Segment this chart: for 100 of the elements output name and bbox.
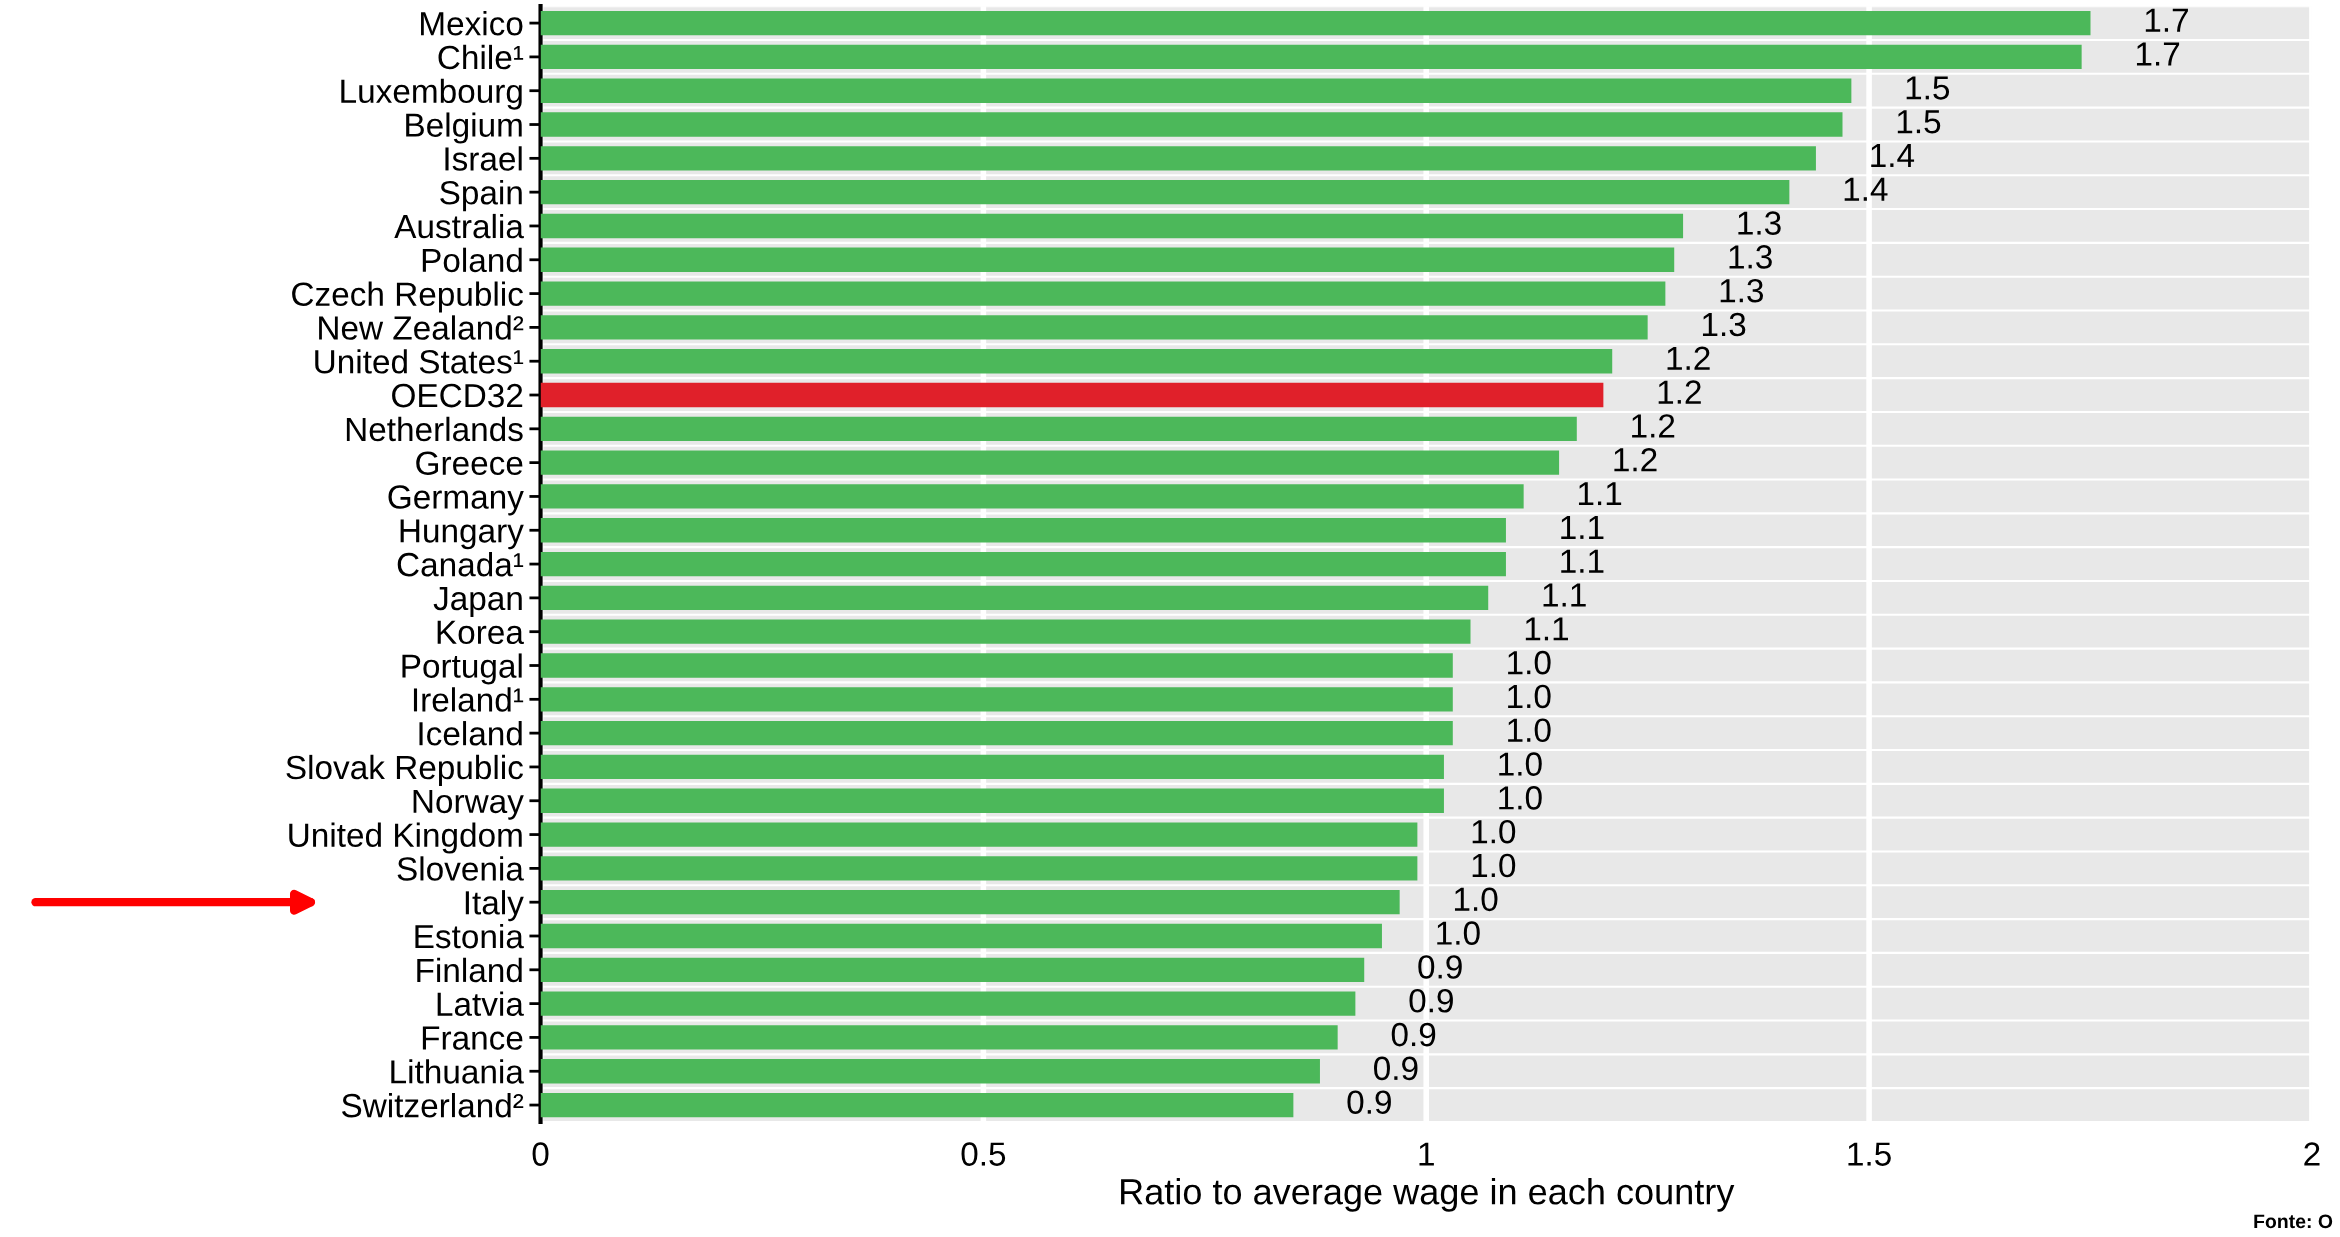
bar	[540, 518, 1506, 543]
y-tick-label: Lithuania	[391, 1059, 524, 1084]
y-tick-label: Estonia	[415, 923, 524, 949]
data-label: 1.7	[2145, 8, 2188, 32]
bar	[540, 213, 1684, 239]
bar	[540, 754, 1444, 780]
bar	[540, 315, 1648, 340]
data-label: 1.2	[1667, 346, 1710, 370]
bar	[540, 349, 1613, 374]
bar	[540, 1059, 1320, 1084]
data-label: 0.9	[1347, 1090, 1391, 1114]
data-label: 1.2	[1658, 380, 1701, 404]
data-label: 1.1	[1578, 482, 1622, 506]
bar	[540, 44, 2082, 70]
source-note: Fonte: O	[2254, 1214, 2333, 1229]
x-tick-label: 0	[532, 1142, 549, 1166]
data-label: 1.0	[1508, 650, 1551, 675]
bar	[540, 890, 1400, 915]
y-tick-label: Poland	[422, 247, 522, 273]
data-label: 0.9	[1409, 988, 1453, 1013]
bar	[540, 585, 1489, 611]
y-tick-label: United Kingdom	[289, 822, 522, 854]
y-tick-label: Chile¹	[438, 44, 524, 70]
data-label: 1.1	[1561, 549, 1604, 573]
data-label: 1.3	[1720, 278, 1764, 303]
bar	[540, 822, 1418, 847]
data-label: 0.9	[1418, 955, 1462, 979]
bar	[540, 247, 1675, 272]
data-label: 0.9	[1374, 1056, 1418, 1081]
y-tick-label: Germany	[388, 485, 524, 516]
y-tick-label: Spain	[440, 180, 522, 212]
data-label: 1.5	[1897, 110, 1941, 134]
x-tick-label: 0.5	[961, 1142, 1006, 1166]
bar	[540, 450, 1560, 475]
y-tick-label: Iceland	[419, 721, 522, 746]
y-tick-label: New Zealand²	[319, 315, 524, 340]
bar	[540, 1025, 1338, 1050]
data-label: 1.1	[1561, 515, 1604, 539]
y-tick-label: Portugal	[402, 653, 522, 685]
x-tick-label: 2	[2304, 1142, 2320, 1166]
bar	[540, 653, 1453, 678]
bar	[540, 687, 1453, 712]
bar	[540, 382, 1604, 408]
data-label: 1.7	[2136, 42, 2180, 66]
data-label: 1.0	[1508, 684, 1551, 709]
bar	[540, 78, 1852, 103]
y-tick-label: Korea	[437, 620, 524, 645]
x-tick-label: 1.5	[1848, 1142, 1891, 1166]
y-tick-label: Italy	[465, 890, 524, 922]
bar	[540, 484, 1524, 509]
y-tick-label: Luxembourg	[341, 78, 522, 110]
data-label: 1.4	[1871, 144, 1915, 167]
y-tick-label: Norway	[413, 789, 524, 820]
bar	[540, 146, 1816, 171]
data-label: 1.0	[1472, 819, 1516, 844]
data-label: 1.0	[1499, 752, 1542, 776]
y-tick-label: Czech Republic	[292, 281, 523, 313]
y-tick-label: Finland	[417, 957, 522, 983]
y-tick-label: Slovenia	[397, 856, 524, 881]
bar	[540, 619, 1471, 644]
y-tick-label: Japan	[433, 587, 522, 617]
y-tick-label: Hungary	[400, 519, 524, 550]
data-label: 1.0	[1472, 853, 1516, 878]
bar	[540, 179, 1790, 205]
y-tick-label: OECD32	[392, 383, 523, 408]
y-tick-label: Israel	[445, 146, 522, 171]
bar	[540, 957, 1365, 982]
y-tick-label: Canada¹	[397, 551, 524, 577]
data-label: 1.2	[1632, 414, 1675, 438]
y-tick-label: Australia	[394, 213, 524, 239]
data-label: 1.5	[1906, 76, 1950, 100]
bar	[540, 1092, 1294, 1118]
data-label: 1.0	[1499, 786, 1542, 810]
bar	[540, 551, 1506, 577]
bar	[540, 10, 2091, 36]
bar	[540, 281, 1666, 306]
x-axis-title: Ratio to average wage in each country	[1121, 1178, 1735, 1212]
y-tick-label: Switzerland²	[342, 1092, 524, 1118]
data-label: 0.9	[1391, 1022, 1436, 1047]
data-label: 1.3	[1738, 211, 1781, 235]
y-tick-label: Slovak Republic	[286, 754, 523, 786]
y-tick-label: France	[422, 1026, 523, 1050]
bar	[540, 720, 1453, 746]
y-tick-label: Ireland¹	[413, 687, 524, 712]
bar	[540, 112, 1843, 137]
bar	[540, 416, 1577, 441]
y-tick-label: Latvia	[437, 991, 524, 1017]
data-label: 1.0	[1454, 887, 1498, 912]
bar	[540, 923, 1382, 949]
data-label: 1.0	[1437, 921, 1480, 945]
data-label: 1.4	[1844, 177, 1888, 201]
data-label: 1.3	[1702, 312, 1746, 337]
bar	[540, 856, 1418, 881]
y-tick-label: Belgium	[406, 112, 522, 144]
y-tick-label: Greece	[416, 451, 523, 476]
y-tick-label: United States¹	[315, 349, 524, 374]
data-label: 1.2	[1614, 447, 1657, 472]
y-tick-label: Mexico	[421, 11, 523, 36]
data-label: 1.3	[1729, 245, 1772, 269]
y-tick-label: Netherlands	[346, 416, 523, 442]
